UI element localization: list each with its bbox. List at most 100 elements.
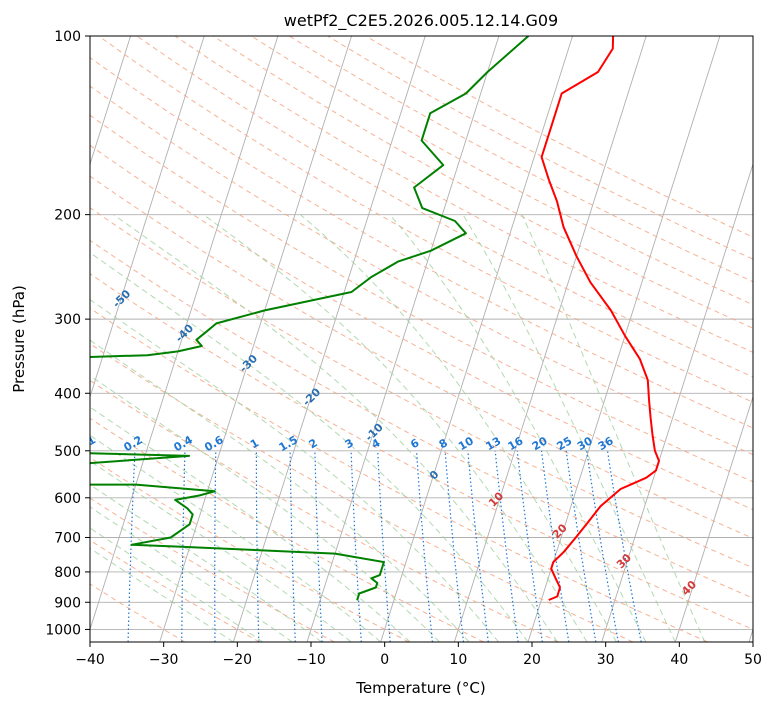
x-tick-label: 30 <box>597 652 615 668</box>
dry-adiabat-line <box>136 36 753 378</box>
mixing-ratio-line <box>540 450 570 642</box>
moist-adiabat-line <box>90 339 470 642</box>
plot-frame <box>89 35 754 643</box>
isotherm-line <box>232 36 426 642</box>
dry-adiabat-line <box>90 343 634 642</box>
x-tick-label: 20 <box>523 652 541 668</box>
moist-adiabat-line <box>462 214 676 642</box>
dry-adiabat-label: 0 <box>427 468 442 483</box>
dry-adiabat-lines <box>90 36 753 642</box>
dry-adiabat-label: -70 <box>0 187 18 210</box>
mixing-ratio-line <box>467 450 489 642</box>
y-tick-label: 600 <box>54 491 81 507</box>
mixing-ratio-line <box>255 450 260 642</box>
x-tick-label: −30 <box>149 652 179 668</box>
dry-adiabat-line <box>90 583 186 642</box>
isotherm-line <box>90 36 279 631</box>
mixing-ratio-line <box>214 450 217 642</box>
moist-adiabat-line <box>90 506 293 642</box>
isotherm-line <box>527 36 721 642</box>
mixing-ratio-line <box>350 450 362 642</box>
moist-adiabat-line <box>521 214 706 642</box>
dry-adiabat-line <box>251 36 753 306</box>
mixing-ratio-label: 6 <box>408 436 421 451</box>
dewpoint-profile-line <box>90 36 530 601</box>
dry-adiabat-line <box>90 239 753 599</box>
mixing-ratio-line <box>127 450 136 642</box>
dry-adiabat-line <box>90 56 753 429</box>
mixing-ratio-line <box>606 450 642 642</box>
dry-adiabat-line <box>90 307 708 642</box>
isotherm-line <box>453 36 647 642</box>
mixing-ratio-label: 0.1 <box>75 433 98 454</box>
y-tick-label: 500 <box>54 444 81 460</box>
dry-adiabat-line <box>90 539 260 642</box>
dry-adiabat-line <box>365 36 753 238</box>
y-tick-label: 900 <box>54 595 81 611</box>
isotherm-line <box>159 36 352 642</box>
x-tick-label: −10 <box>296 652 326 668</box>
dry-adiabat-line <box>90 114 753 483</box>
temperature-profile-line <box>540 36 660 601</box>
x-tick-label: 10 <box>449 652 467 668</box>
mixing-ratio-line <box>516 450 543 642</box>
y-axis-label: Pressure (hPa) <box>10 285 28 393</box>
dry-adiabat-line <box>90 207 753 569</box>
mixing-ratio-label: 3 <box>343 436 356 451</box>
dry-adiabat-line <box>90 379 559 642</box>
chart-title: wetPf2_C2E5.2026.005.12.14.G09 <box>284 11 558 31</box>
moist-adiabat-line <box>90 252 529 642</box>
isotherm-line <box>601 162 753 642</box>
x-tick-label: 50 <box>744 652 762 668</box>
isotherm-lines <box>0 36 753 642</box>
dry-adiabat-label: -20 <box>300 385 323 408</box>
y-tick-label: 700 <box>54 531 81 547</box>
moist-adiabat-line <box>90 434 382 642</box>
mixing-ratio-line <box>494 450 519 642</box>
dry-adiabat-label: -60 <box>51 242 74 265</box>
x-tick-label: −20 <box>223 652 253 668</box>
sounding-profiles <box>90 36 660 601</box>
dry-adiabat-line <box>90 175 753 539</box>
x-tick-label: 40 <box>670 652 688 668</box>
y-tick-label: 1000 <box>45 622 81 638</box>
dry-adiabat-label: 10 <box>486 489 506 509</box>
isotherm-line <box>306 36 500 642</box>
dry-adiabat-label: -50 <box>110 287 133 310</box>
plot-area: 0.10.20.40.611.52346810131620253036-100-… <box>0 36 753 642</box>
x-tick-label: 0 <box>380 652 389 668</box>
mixing-ratio-line <box>416 450 433 642</box>
x-axis-ticks: −40 −30 −20 −10 0 10 20 30 40 50 <box>75 642 762 668</box>
isotherm-line <box>674 395 753 642</box>
isotherm-line <box>380 36 573 642</box>
isotherm-line <box>90 36 131 166</box>
dry-adiabat-line <box>90 85 753 456</box>
mixing-ratio-label: 1 <box>248 436 261 451</box>
dry-adiabat-line <box>90 144 753 511</box>
moist-adiabat-line <box>300 214 617 642</box>
isotherm-line <box>0 36 57 642</box>
x-axis-label: Temperature (°C) <box>355 679 485 697</box>
mixing-ratio-lines <box>127 450 642 642</box>
moist-adiabat-line <box>90 484 323 642</box>
dry-adiabat-line <box>289 36 753 283</box>
dry-adiabat-line <box>212 36 753 329</box>
dry-adiabat-line <box>90 273 753 630</box>
pressure-gridlines <box>90 36 753 630</box>
y-tick-label: 800 <box>54 565 81 581</box>
isotherm-line <box>90 36 205 399</box>
moist-adiabat-line <box>389 214 647 642</box>
dry-adiabat-line <box>90 456 410 642</box>
dry-adiabat-line <box>98 36 753 403</box>
y-tick-label: 300 <box>54 312 81 328</box>
dry-adiabat-line <box>90 417 484 642</box>
mixing-ratio-line <box>444 450 465 642</box>
dry-adiabat-label: -30 <box>237 352 260 375</box>
y-tick-label: 100 <box>54 29 81 45</box>
moist-adiabat-line <box>113 214 558 642</box>
dry-adiabat-label: 40 <box>679 578 699 598</box>
moist-adiabat-line <box>90 460 352 642</box>
y-axis-ticks: 100 200 300 400 500 600 700 800 900 1000 <box>45 29 90 638</box>
y-tick-label: 400 <box>54 386 81 402</box>
mixing-ratio-line <box>377 450 391 642</box>
